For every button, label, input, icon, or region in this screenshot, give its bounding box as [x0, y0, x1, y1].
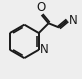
Text: O: O: [36, 1, 46, 14]
Text: N: N: [40, 43, 48, 56]
Text: N: N: [69, 14, 78, 27]
